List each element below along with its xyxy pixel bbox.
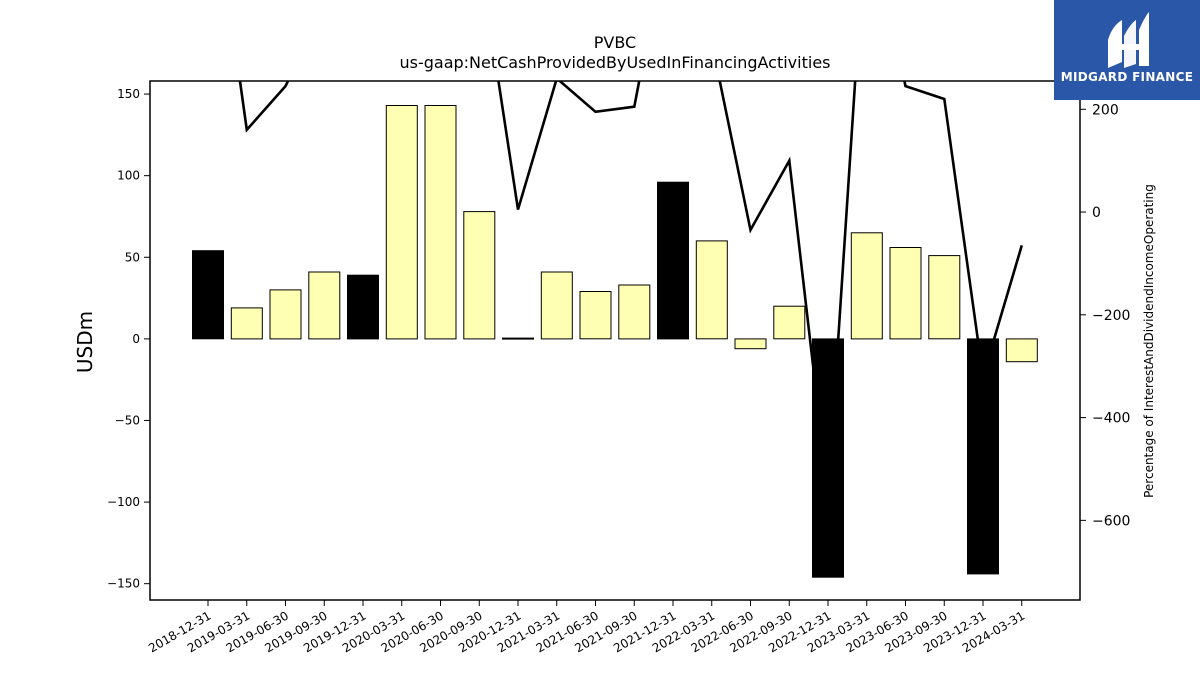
y-tick-label-100: 100 — [117, 169, 140, 183]
bar-2020-12-31 — [502, 337, 534, 340]
bar-2021-12-31 — [657, 181, 689, 340]
bar-2022-06-30 — [734, 338, 767, 350]
bar-2019-03-31 — [230, 307, 263, 340]
logo-mark-icon — [1108, 12, 1149, 68]
bar-2020-03-31 — [385, 105, 418, 340]
bar-2022-03-31 — [695, 240, 728, 340]
bar-2019-06-30 — [269, 289, 302, 340]
chart-title: PVBC — [594, 33, 636, 52]
y2-tick-label-0: 0 — [1092, 205, 1101, 221]
y-axis-left: −150 −100 −50 0 50 100 150 — [107, 87, 150, 591]
bar-2021-03-31 — [540, 271, 573, 340]
bar-2020-06-30 — [424, 105, 457, 340]
y-tick-label-150: 150 — [117, 87, 140, 101]
y2-tick-label-200: 200 — [1092, 102, 1119, 118]
y2-axis-label: Percentage of InterestAndDividendIncomeO… — [1142, 184, 1156, 498]
line-series — [238, 81, 1024, 495]
logo-text: MIDGARD FINANCE — [1061, 70, 1193, 84]
bar-2021-06-30 — [579, 291, 612, 340]
plot-frame — [149, 80, 1081, 601]
y-tick-label-0: 0 — [132, 332, 140, 346]
bar-2019-09-30 — [308, 271, 341, 340]
bar-2024-03-31 — [1005, 338, 1038, 363]
y-axis-label: USDm — [73, 311, 97, 373]
y2-tick-label--200: −200 — [1092, 308, 1130, 324]
line-path — [238, 81, 1024, 495]
chart-subtitle: us-gaap:NetCashProvidedByUsedInFinancing… — [399, 53, 830, 72]
y-tick-label--100: −100 — [107, 495, 140, 509]
bar-2018-12-31 — [192, 250, 224, 340]
bar-2021-09-30 — [618, 284, 651, 340]
bar-2022-12-31 — [812, 338, 844, 578]
y-tick-label--50: −50 — [115, 413, 140, 427]
y2-tick-label--600: −600 — [1092, 513, 1130, 529]
y-tick-label-50: 50 — [125, 250, 140, 264]
brand-logo: MIDGARD FINANCE — [1054, 0, 1200, 100]
y-axis-right: −600 −400 −200 0 200 — [1080, 102, 1130, 529]
bar-2022-09-30 — [773, 305, 806, 340]
bar-2019-12-31 — [347, 274, 379, 340]
y2-tick-label--400: −400 — [1092, 411, 1130, 427]
bar-2023-09-30 — [928, 255, 961, 340]
bar-2023-06-30 — [889, 247, 922, 340]
x-axis: 2018-12-312019-03-312019-06-302019-09-30… — [146, 600, 1027, 655]
y-tick-label--150: −150 — [107, 577, 140, 591]
bar-2023-03-31 — [850, 232, 883, 340]
bar-series — [192, 105, 1038, 578]
bar-2023-12-31 — [967, 338, 999, 575]
bar-2020-09-30 — [463, 211, 496, 340]
